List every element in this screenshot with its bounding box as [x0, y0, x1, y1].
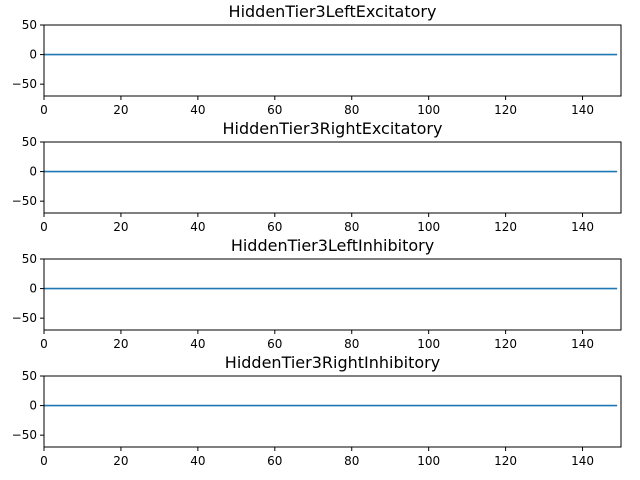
x-tick-label: 140 — [571, 454, 594, 468]
x-tick-label: 60 — [267, 337, 282, 351]
y-tick-label: −50 — [12, 311, 37, 325]
y-tick-label: 0 — [29, 48, 37, 62]
x-tick-label: 60 — [267, 454, 282, 468]
x-tick-label: 60 — [267, 103, 282, 117]
subplot-1: HiddenTier3LeftExcitatory 0 20 40 60 80 100 120… — [12, 2, 622, 117]
subplot-title: HiddenTier3RightInhibitory — [225, 353, 440, 372]
x-tick-label: 80 — [344, 454, 359, 468]
x-tick-label: 40 — [190, 103, 205, 117]
y-tick-label: 50 — [22, 135, 37, 149]
subplot-4: HiddenTier3RightInhibitory 0 20 40 60 80 100 12… — [12, 353, 622, 468]
x-tick-label: 40 — [190, 454, 205, 468]
y-tick-label: 50 — [22, 252, 37, 266]
x-tick-label: 100 — [417, 220, 440, 234]
subplot-title: HiddenTier3LeftExcitatory — [229, 2, 437, 21]
x-tick-label: 40 — [190, 220, 205, 234]
x-tick-label: 0 — [40, 337, 48, 351]
y-tick-label: 0 — [29, 165, 37, 179]
x-tick-label: 100 — [417, 454, 440, 468]
x-tick-label: 0 — [40, 103, 48, 117]
axes-frame — [43, 258, 622, 331]
x-tick-label: 120 — [494, 337, 517, 351]
y-tick-label: −50 — [12, 428, 37, 442]
x-tick-label: 20 — [113, 103, 128, 117]
axes-frame — [43, 141, 622, 214]
x-tick-label: 80 — [344, 337, 359, 351]
x-tick-label: 140 — [571, 220, 594, 234]
subplot-3: HiddenTier3LeftInhibitory 0 20 40 60 80 100 120… — [12, 236, 622, 351]
x-tick-label: 0 — [40, 454, 48, 468]
x-tick-label: 20 — [113, 337, 128, 351]
x-tick-label: 120 — [494, 454, 517, 468]
x-tick-label: 100 — [417, 337, 440, 351]
x-tick-label: 140 — [571, 103, 594, 117]
subplot-2: HiddenTier3RightExcitatory 0 20 40 60 80 100 12… — [12, 119, 622, 234]
x-tick-label: 100 — [417, 103, 440, 117]
y-tick-label: −50 — [12, 77, 37, 91]
x-tick-label: 0 — [40, 220, 48, 234]
axes-frame — [43, 24, 622, 97]
x-tick-label: 120 — [494, 220, 517, 234]
y-tick-label: 0 — [29, 399, 37, 413]
y-tick-label: 50 — [22, 369, 37, 383]
x-tick-label: 20 — [113, 454, 128, 468]
subplot-title: HiddenTier3RightExcitatory — [223, 119, 443, 138]
x-tick-label: 40 — [190, 337, 205, 351]
y-tick-label: 0 — [29, 282, 37, 296]
x-tick-label: 80 — [344, 220, 359, 234]
subplot-title: HiddenTier3LeftInhibitory — [231, 236, 434, 255]
axes-frame — [43, 375, 622, 448]
x-tick-label: 120 — [494, 103, 517, 117]
x-tick-label: 60 — [267, 220, 282, 234]
y-tick-label: −50 — [12, 194, 37, 208]
x-tick-label: 80 — [344, 103, 359, 117]
x-tick-label: 20 — [113, 220, 128, 234]
y-tick-label: 50 — [22, 18, 37, 32]
x-tick-label: 140 — [571, 337, 594, 351]
